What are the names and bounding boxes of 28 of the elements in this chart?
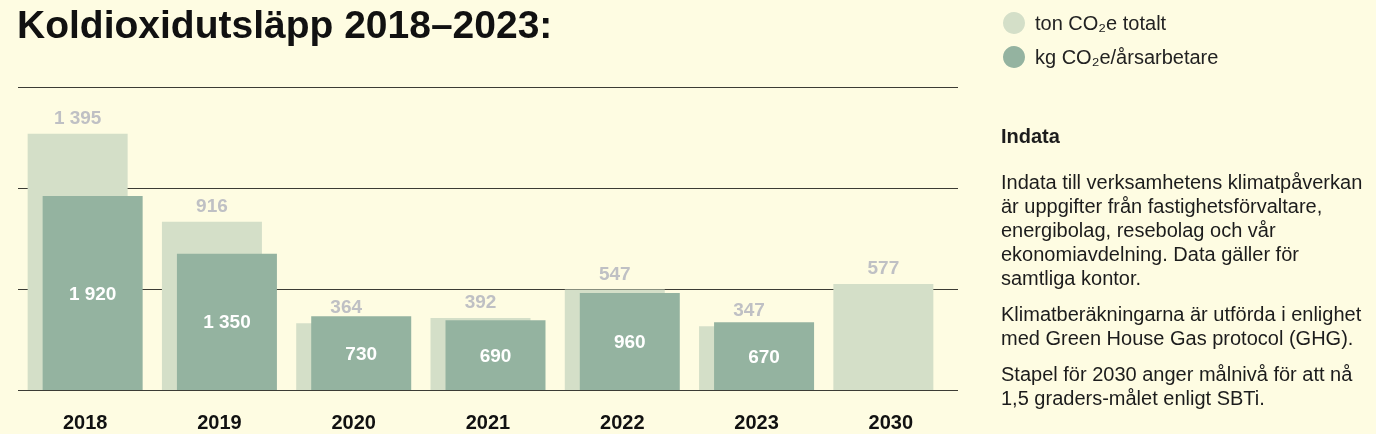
data-label: 1 350 bbox=[203, 311, 251, 333]
text: Indata till verksamhetens klimatpåverkan är uppgifter från fastighetsförvaltare, energibolag, resebolag och vår ekonomiavdelning. Data gäller för samtliga kontor. bbox=[1001, 170, 1364, 290]
text: Klimatberäkningarna är utförda i enlighet med Green House Gas protocol (GHG). bbox=[1001, 302, 1363, 350]
data-label: 690 bbox=[479, 344, 512, 366]
data-label: 347 bbox=[733, 299, 765, 321]
data-label: 577 bbox=[867, 257, 900, 279]
text: Indata bbox=[1001, 124, 1061, 148]
data-label: 670 bbox=[748, 345, 780, 367]
legend-label: kg CO₂e/årsarbetare bbox=[1035, 46, 1219, 68]
data-label: 960 bbox=[613, 331, 646, 353]
data-label: 730 bbox=[345, 342, 378, 364]
x-tick-label: 2019 bbox=[197, 411, 242, 433]
bar bbox=[833, 284, 934, 390]
data-label: 916 bbox=[196, 194, 228, 216]
data-label: 1 395 bbox=[53, 106, 102, 128]
x-tick-label: 2020 bbox=[331, 411, 376, 433]
x-tick-label: 2021 bbox=[465, 411, 511, 433]
legend-label: ton CO₂e totalt bbox=[1035, 12, 1167, 34]
data-label: 547 bbox=[598, 262, 631, 284]
text: Stapel för 2030 anger målnivå för att nå 1,5 graders-målet enligt SBTi. bbox=[1001, 362, 1354, 410]
x-tick-label: 2030 bbox=[868, 411, 914, 433]
data-label: 364 bbox=[330, 296, 363, 318]
x-tick-label: 2023 bbox=[734, 411, 779, 433]
data-label: 1 920 bbox=[68, 282, 117, 304]
x-tick-label: 2022 bbox=[600, 411, 645, 433]
data-label: 392 bbox=[464, 291, 497, 313]
chart-title: Koldioxidutsläpp 2018–2023: bbox=[17, 3, 553, 46]
x-tick-label: 2018 bbox=[62, 411, 108, 433]
